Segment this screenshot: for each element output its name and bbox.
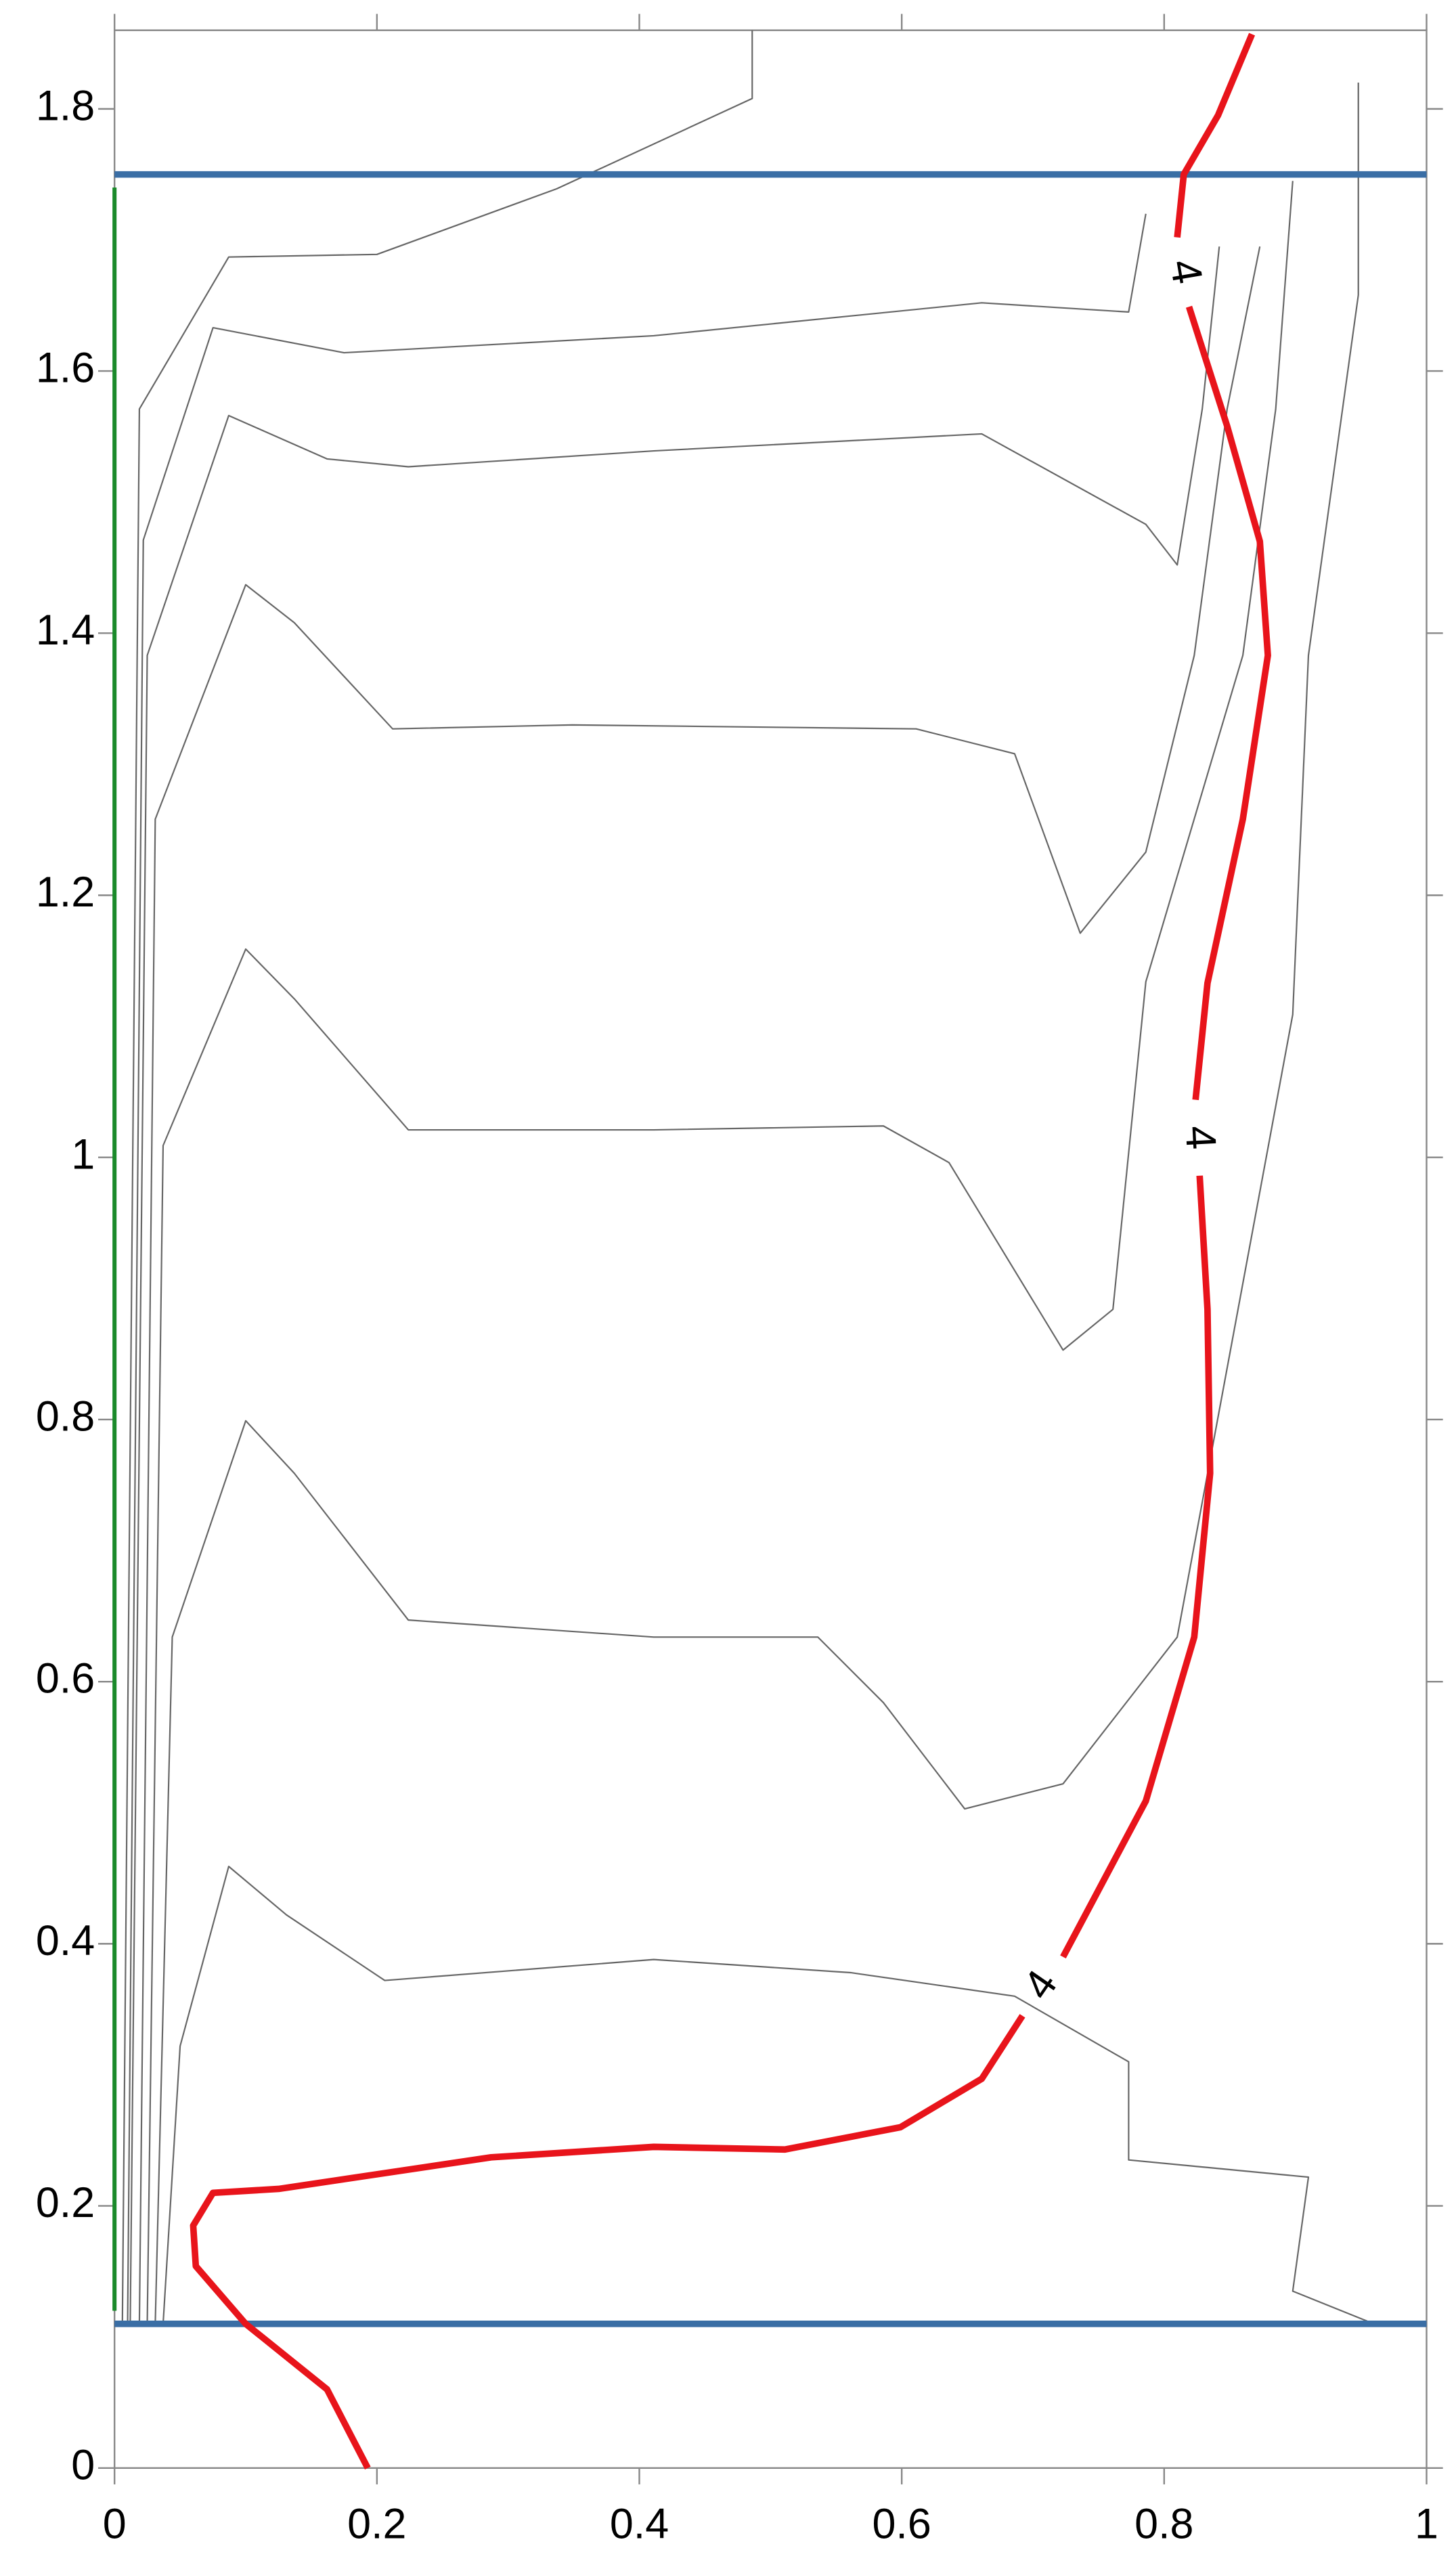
x-tick-label: 0.4 — [610, 2500, 669, 2547]
y-tick-label: 1.6 — [36, 345, 95, 392]
highlight-contour — [190, 32, 1271, 2470]
y-tick-label: 0.4 — [36, 1917, 95, 1965]
x-tick-label: 0 — [103, 2500, 127, 2547]
y-tick-label: 0.2 — [36, 2179, 95, 2226]
contour-label: 4 — [1176, 1124, 1225, 1151]
contour-label: 4 — [1161, 256, 1212, 287]
y-tick-label: 1 — [71, 1131, 95, 1178]
contour-line — [138, 246, 1261, 2324]
y-tick-label: 0.6 — [36, 1655, 95, 1703]
x-tick-label: 1 — [1415, 2500, 1438, 2547]
y-tick-label: 1.2 — [36, 869, 95, 916]
contour-line — [129, 246, 1220, 2324]
contour-line — [154, 83, 1359, 2324]
contour-line — [121, 30, 753, 2324]
y-tick-label: 1.4 — [36, 607, 95, 654]
x-tick-label: 0.8 — [1134, 2500, 1193, 2547]
contour-line — [146, 181, 1294, 2324]
x-tick-label: 0.2 — [347, 2500, 406, 2547]
contour-line — [127, 213, 1147, 2324]
y-tick-label: 0 — [71, 2441, 95, 2488]
y-tick-label: 1.8 — [36, 82, 95, 129]
x-tick-label: 0.6 — [872, 2500, 931, 2547]
y-tick-label: 0.8 — [36, 1393, 95, 1441]
contour-line — [162, 1866, 1375, 2325]
